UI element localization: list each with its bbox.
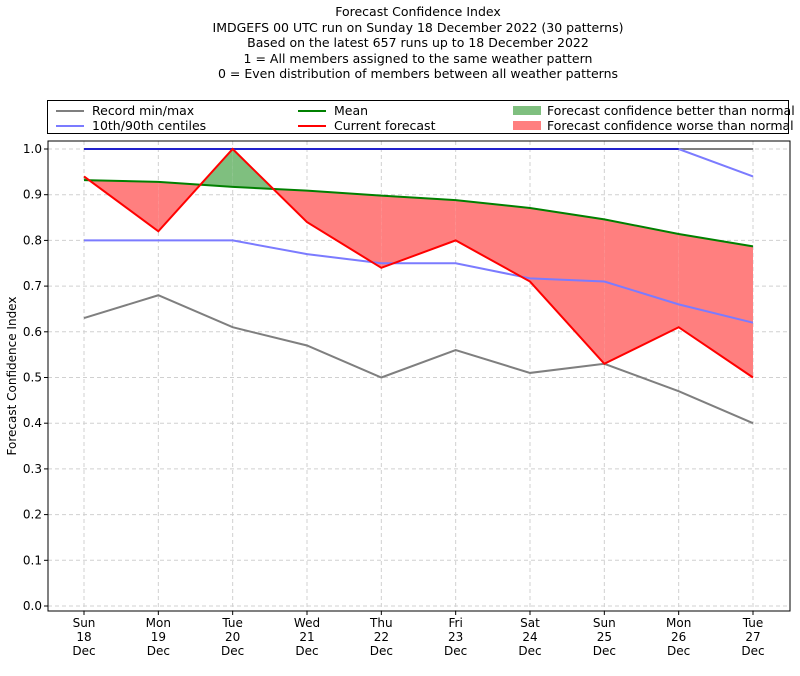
x-tick-label: Dec — [72, 644, 95, 658]
x-tick-label: Dec — [741, 644, 764, 658]
y-tick-label: 0.0 — [23, 599, 42, 613]
legend-swatch-current — [298, 124, 326, 127]
legend-swatch-better — [513, 106, 541, 115]
x-tick-label: Dec — [667, 644, 690, 658]
series-current-forecast — [83, 147, 754, 379]
y-axis-label: Forecast Confidence Index — [5, 297, 19, 456]
legend-item-current: Current forecast — [298, 118, 435, 133]
x-tick-label: Sun — [73, 616, 96, 630]
x-tick-label: Dec — [444, 644, 467, 658]
legend-label-current: Current forecast — [334, 118, 436, 133]
y-tick-label: 0.2 — [23, 508, 42, 522]
plot-frame — [47, 140, 791, 612]
legend-item-record: Record min/max — [56, 103, 194, 118]
series-record-min — [83, 294, 754, 425]
legend-label-centiles: 10th/90th centiles — [92, 118, 207, 133]
legend-item-better: Forecast confidence better than normal — [513, 103, 795, 118]
fill-worse-than-normal — [381, 195, 456, 268]
x-tick-label: Dec — [295, 644, 318, 658]
x-tick-label: 25 — [597, 630, 612, 644]
legend-swatch-worse — [513, 121, 541, 130]
x-tick-label: Mon — [666, 616, 691, 630]
x-tick-label: Wed — [294, 616, 320, 630]
x-tick-label: 18 — [76, 630, 91, 644]
legend-label-record: Record min/max — [92, 103, 195, 118]
legend-label-better: Forecast confidence better than normal — [547, 103, 795, 118]
chart-subtitle-basis: Based on the latest 657 runs up to 18 De… — [247, 35, 589, 50]
series-10th-centile — [84, 239, 754, 324]
legend-label-mean: Mean — [334, 103, 369, 118]
legend-swatch-mean — [298, 109, 326, 112]
chart-subtitle-zero: 0 = Even distribution of members between… — [217, 66, 619, 81]
x-tick-label: 21 — [299, 630, 314, 644]
x-tick-label: 27 — [745, 630, 760, 644]
x-tick-label: Tue — [221, 616, 243, 630]
legend-swatch-centiles — [56, 124, 84, 127]
fill-worse-than-normal — [604, 219, 679, 364]
series-lines — [83, 147, 754, 425]
fill-worse-than-normal — [455, 200, 530, 282]
x-tick-label: Dec — [593, 644, 616, 658]
x-tick-label: Dec — [147, 644, 170, 658]
y-tick-label: 1.0 — [23, 142, 42, 156]
fill-worse-than-normal — [530, 207, 605, 364]
chart-subtitle-one: 1 = All members assigned to the same wea… — [243, 50, 593, 66]
x-tick-label: 24 — [522, 630, 537, 644]
series-mean — [83, 179, 754, 248]
x-tick-label: 19 — [151, 630, 166, 644]
x-tick-label: Dec — [370, 644, 393, 658]
x-tick-label: 26 — [671, 630, 686, 644]
legend-label-worse: Forecast confidence worse than normal — [547, 118, 794, 133]
y-tick-label: 0.6 — [23, 325, 42, 339]
chart-title: Forecast Confidence Index — [335, 4, 501, 19]
x-tick-label: Fri — [449, 616, 463, 630]
x-tick-label: Thu — [369, 616, 393, 630]
legend-item-worse: Forecast confidence worse than normal — [513, 118, 794, 133]
chart-subtitle-run: IMDGEFS 00 UTC run on Sunday 18 December… — [212, 19, 624, 35]
y-tick-label: 0.9 — [23, 188, 42, 202]
legend-item-mean: Mean — [298, 103, 368, 118]
legend-swatch-record — [56, 109, 84, 112]
fill-worse-than-normal — [307, 190, 382, 268]
x-tick-label: 20 — [225, 630, 240, 644]
fill-worse-than-normal — [678, 234, 753, 378]
chart-legend: Record min/max 10th/90th centiles Mean C… — [47, 100, 795, 134]
x-tick-label: Dec — [518, 644, 541, 658]
y-tick-label: 0.8 — [23, 233, 42, 247]
chart-title-block: Forecast Confidence Index IMDGEFS 00 UTC… — [0, 4, 800, 82]
legend-item-centiles: 10th/90th centiles — [56, 118, 206, 133]
y-tick-label: 0.7 — [23, 279, 42, 293]
x-tick-label: Sun — [593, 616, 616, 630]
x-tick-label: Sat — [520, 616, 540, 630]
x-tick-label: Mon — [146, 616, 171, 630]
x-tick-label: Tue — [742, 616, 764, 630]
series-90th-centile — [84, 148, 754, 178]
y-tick-label: 0.1 — [23, 553, 42, 567]
x-tick-label: 23 — [448, 630, 463, 644]
x-tick-label: 22 — [374, 630, 389, 644]
y-tick-label: 0.5 — [23, 371, 42, 385]
y-tick-label: 0.4 — [23, 416, 42, 430]
y-axis: 0.0 0.1 0.2 0.3 0.4 0.5 0.6 0.7 0.8 0.9 1.0 — [23, 142, 48, 613]
x-axis: Sun18DecMon19DecTue20DecWed21DecThu22Dec… — [72, 611, 765, 658]
x-tick-label: Dec — [221, 644, 244, 658]
y-tick-label: 0.3 — [23, 462, 42, 476]
